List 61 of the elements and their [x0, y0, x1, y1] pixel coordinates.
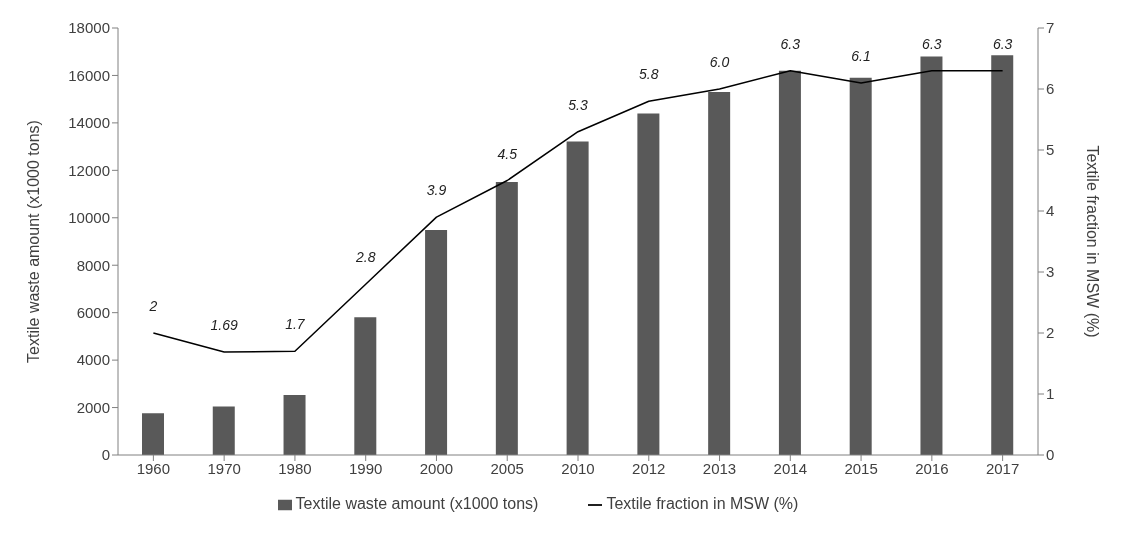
data-label: 6.3: [922, 35, 942, 52]
bar: [566, 141, 589, 455]
bar: [212, 406, 235, 455]
data-label: 5.8: [639, 66, 659, 83]
y-tick-label: 4000: [76, 351, 110, 369]
bar: [920, 56, 943, 455]
y2-tick-label: 5: [1046, 141, 1055, 159]
y-tick-label: 6000: [76, 303, 110, 321]
x-tick-label: 2013: [702, 459, 737, 477]
x-tick-label: 2000: [419, 459, 454, 477]
x-tick-label: 2016: [915, 459, 949, 477]
data-label: 1.69: [210, 316, 238, 333]
y2-tick-label: 6: [1046, 80, 1055, 98]
bar: [637, 113, 660, 455]
y-tick-label: 2000: [76, 398, 110, 416]
y2-tick-label: 0: [1046, 446, 1055, 464]
bar: [849, 77, 872, 455]
data-label: 5.3: [568, 96, 588, 113]
y2-tick-label: 3: [1046, 263, 1055, 281]
y-tick-label: 16000: [68, 66, 110, 84]
y-tick-label: 8000: [76, 256, 110, 274]
y2-tick-label: 1: [1046, 385, 1055, 403]
x-tick-label: 2005: [490, 459, 524, 477]
bar: [142, 413, 164, 455]
y2-axis-title: Textile fraction in MSW (%): [1084, 145, 1102, 338]
data-label: 1.7: [285, 316, 306, 333]
bar: [708, 92, 731, 455]
x-tick-label: 2017: [985, 459, 1020, 477]
bar: [778, 70, 801, 455]
data-label: 6.3: [780, 35, 801, 52]
y-tick-label: 10000: [68, 209, 110, 227]
x-tick-label: 1980: [278, 459, 312, 477]
data-label: 4.5: [497, 145, 518, 162]
legend-label: Textile waste amount (x1000 tons): [295, 495, 539, 512]
data-label: 2: [148, 298, 158, 314]
x-tick-label: 2015: [844, 459, 878, 477]
x-tick-label: 2012: [632, 459, 666, 477]
bar: [991, 55, 1014, 455]
x-tick-label: 2014: [773, 459, 807, 477]
bar: [283, 394, 306, 455]
data-label: 2.8: [354, 249, 376, 266]
data-label: 6.1: [851, 47, 871, 64]
y-tick-label: 0: [101, 446, 110, 464]
y2-tick-label: 2: [1046, 324, 1055, 342]
y-tick-label: 18000: [68, 19, 110, 37]
bar: [425, 230, 448, 455]
data-label: 6.0: [709, 54, 730, 70]
y2-tick-label: 4: [1046, 202, 1055, 220]
y2-tick-label: 7: [1046, 19, 1055, 37]
data-label: 6.3: [992, 35, 1013, 52]
legend-label: Textile fraction in MSW (%): [606, 495, 799, 512]
bar: [354, 317, 377, 455]
x-tick-label: 1960: [136, 459, 171, 477]
bar: [495, 181, 518, 455]
y-axis-title: Textile waste amount (x1000 tons): [24, 120, 42, 363]
y-tick-label: 12000: [68, 161, 110, 179]
x-tick-label: 1990: [349, 459, 383, 477]
x-tick-label: 1970: [207, 459, 241, 477]
data-label: 3.9: [426, 182, 447, 199]
y-tick-label: 14000: [68, 114, 110, 132]
x-tick-label: 2010: [561, 459, 595, 477]
